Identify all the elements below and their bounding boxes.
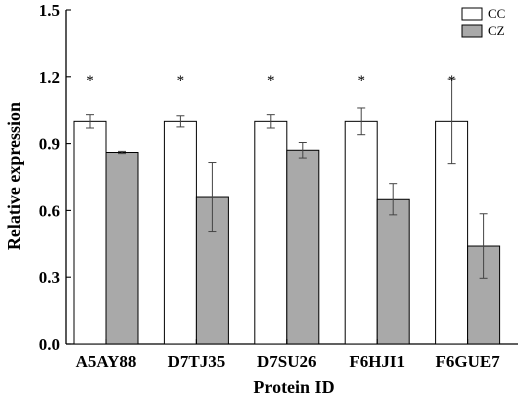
significance-star: *	[357, 73, 365, 89]
x-axis-tick-labels: A5AY88 D7TJ35 D7SU26 F6HJI1 F6GUE7	[76, 339, 500, 371]
bar-cc	[254, 120, 288, 345]
y-axis-title: Relative expression	[4, 102, 24, 250]
significance-star: *	[86, 73, 94, 89]
y-axis-ticks: 0.0 0.3 0.6 0.9 1.2 1.5	[39, 1, 71, 354]
y-tick-label: 1.5	[39, 1, 60, 20]
x-tick-label: D7TJ35	[168, 352, 226, 371]
legend-label-cz: CZ	[488, 23, 505, 38]
x-tick-label: F6HJI1	[349, 352, 405, 371]
significance-star: *	[177, 73, 185, 89]
significance-star: *	[448, 73, 456, 89]
bar-cc	[163, 120, 197, 345]
y-tick-label: 0.0	[39, 335, 60, 354]
legend-swatch-cc	[461, 7, 483, 21]
y-tick-label: 0.9	[39, 135, 60, 154]
legend: CC CZ	[461, 6, 505, 38]
legend-swatch-cz	[461, 24, 483, 38]
significance-star: *	[267, 73, 275, 89]
bar-cc	[344, 120, 378, 345]
x-tick-label: D7SU26	[257, 352, 317, 371]
x-axis-title: Protein ID	[253, 377, 334, 397]
y-tick-label: 0.3	[39, 268, 60, 287]
bar-cz	[286, 149, 320, 345]
bar-cz	[376, 198, 410, 345]
bar-cz	[105, 152, 139, 345]
legend-label-cc: CC	[488, 6, 505, 21]
y-tick-label: 0.6	[39, 201, 60, 220]
x-tick-label: F6GUE7	[435, 352, 500, 371]
significance-markers: * * * * *	[86, 73, 455, 89]
bar-cc	[73, 120, 107, 345]
y-tick-label: 1.2	[39, 68, 60, 87]
x-tick-label: A5AY88	[76, 352, 137, 371]
bars-group	[73, 78, 501, 345]
